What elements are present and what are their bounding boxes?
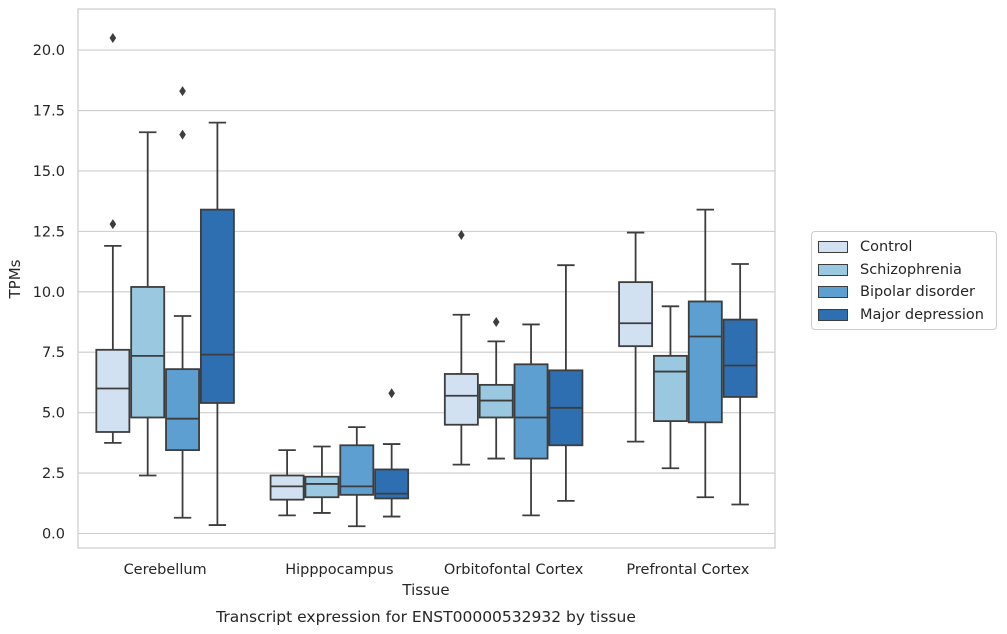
box-major-depression — [548, 264, 584, 502]
y-tick-label: 5.0 — [42, 406, 65, 422]
box-body — [618, 281, 654, 348]
outlier-point — [492, 317, 500, 328]
legend-label: Control — [860, 239, 913, 256]
box-body — [722, 318, 758, 398]
box-body — [513, 363, 549, 460]
outlier-point — [458, 229, 465, 240]
y-tick-label: 15.0 — [33, 164, 65, 180]
box-schizophrenia — [478, 317, 514, 460]
outlier-point — [179, 86, 186, 97]
x-axis-label: Tissue — [401, 581, 449, 599]
box-bipolar-disorder — [687, 208, 723, 499]
box-major-depression — [199, 121, 235, 526]
box-body — [339, 444, 375, 496]
box-body — [130, 286, 166, 419]
box-schizophrenia — [130, 131, 166, 477]
box-plot-layer — [95, 33, 758, 528]
box-body — [95, 348, 131, 433]
box-bipolar-disorder — [339, 426, 375, 528]
outlier-point — [109, 33, 117, 44]
y-tick-label: 0.0 — [42, 526, 65, 542]
legend-swatch — [818, 263, 848, 276]
box-body — [165, 368, 200, 452]
chart-caption: Transcript expression for ENST0000053293… — [215, 608, 636, 626]
x-tick-label: Prefrontal Cortex — [626, 562, 749, 578]
box-major-depression — [374, 388, 410, 518]
legend-item: Bipolar disorder — [812, 281, 996, 304]
legend: Control Schizophrenia Bipolar disorder Majo… — [811, 231, 997, 330]
legend-item: Schizophrenia — [812, 259, 996, 282]
box-schizophrenia — [304, 445, 340, 514]
box-body — [199, 208, 235, 404]
legend-swatch — [818, 286, 848, 299]
box-body — [443, 373, 479, 426]
box-bipolar-disorder — [165, 86, 200, 519]
legend-label: Schizophrenia — [860, 261, 962, 278]
legend-item: Major depression — [812, 304, 996, 327]
box-body — [269, 474, 305, 501]
y-axis-label: TPMs — [6, 259, 24, 299]
y-tick-labels: 0.0 2.5 5.0 7.5 10.0 12.5 15.0 17.5 20.0 — [33, 43, 65, 542]
box-body — [687, 300, 723, 424]
x-tick-label: Orbitofontal Cortex — [444, 562, 584, 578]
box-schizophrenia — [653, 305, 688, 470]
x-tick-labels: Cerebellum Hipppocampus Orbitofontal Corte… — [124, 562, 750, 578]
y-tick-label: 2.5 — [42, 466, 65, 482]
outlier-point — [179, 129, 186, 140]
box-control — [95, 33, 131, 444]
y-tick-label: 12.5 — [33, 224, 65, 240]
box-control — [443, 229, 479, 466]
y-tick-label: 7.5 — [42, 345, 65, 361]
y-tick-label: 20.0 — [33, 43, 65, 59]
box-bipolar-disorder — [513, 323, 549, 517]
box-control — [618, 231, 654, 443]
legend-swatch — [818, 308, 848, 321]
box-body — [653, 354, 688, 423]
outlier-point — [109, 219, 117, 230]
y-tick-label: 17.5 — [33, 104, 65, 120]
y-tick-label: 10.0 — [33, 285, 65, 301]
legend-label: Major depression — [860, 306, 984, 323]
plot-frame — [77, 8, 776, 549]
box-major-depression — [722, 263, 758, 506]
outlier-point — [388, 388, 395, 399]
x-tick-label: Cerebellum — [124, 562, 207, 578]
legend-label: Bipolar disorder — [860, 284, 975, 301]
legend-item: Control — [812, 236, 996, 259]
legend-swatch — [818, 241, 848, 254]
x-tick-label: Hipppocampus — [285, 562, 393, 578]
box-body — [304, 475, 340, 499]
box-control — [269, 449, 305, 517]
